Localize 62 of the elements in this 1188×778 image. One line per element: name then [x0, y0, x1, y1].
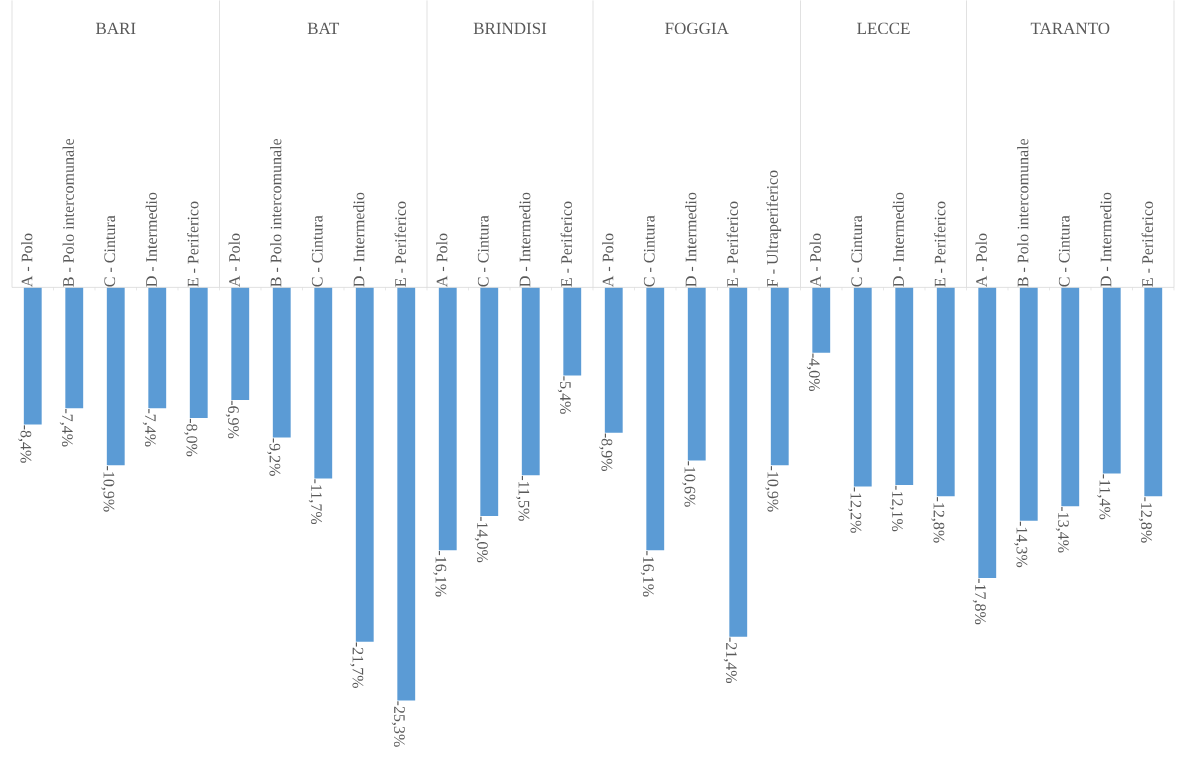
chart-title: BAT	[307, 22, 340, 34]
data-label: -8,9%	[599, 433, 613, 471]
chart-title: BRINDISI	[473, 22, 547, 34]
data-label: -16,1%	[433, 550, 447, 597]
data-label: -7,4%	[142, 408, 156, 447]
data-label: -11,7%	[308, 479, 322, 524]
data-label: -11,5%	[516, 475, 530, 521]
x-tick-label: A - Polo	[809, 233, 821, 287]
chart-title: BARI	[95, 22, 136, 34]
x-tick-label: B - Polo intercomunale	[270, 138, 282, 287]
x-tick-label: A - Polo	[436, 233, 448, 287]
x-tick-label: C - Cintura	[643, 215, 655, 287]
x-tick-label: D - Intermedio	[353, 192, 365, 287]
data-label: -7,4%	[59, 408, 73, 447]
data-label: -17,8%	[972, 578, 986, 625]
data-label: -8,4%	[18, 425, 32, 463]
data-label: -12,1%	[889, 485, 903, 532]
chart-title: LECCE	[857, 22, 910, 34]
x-tick-label: A - Polo	[975, 233, 987, 287]
x-tick-label: E - Periferico	[187, 201, 199, 287]
data-label: -12,2%	[848, 487, 862, 533]
x-tick-label: C - Cintura	[1058, 215, 1070, 287]
x-tick-label: E - Periferico	[394, 201, 406, 287]
x-tick-label: D - Intermedio	[519, 192, 531, 287]
x-tick-label: E - Periferico	[934, 201, 946, 287]
data-label: -5,4%	[557, 376, 571, 414]
data-label: -11,4%	[1097, 474, 1111, 520]
data-label: -16,1%	[640, 550, 654, 597]
x-tick-label: A - Polo	[21, 233, 33, 287]
x-tick-label: E - Periferico	[1141, 201, 1153, 287]
chart-title: TARANTO	[1030, 22, 1110, 34]
data-label: -10,6%	[682, 461, 696, 507]
x-tick-label: D - Intermedio	[685, 192, 697, 287]
x-tick-label: B - Polo intercomunale	[1017, 138, 1029, 287]
data-label: -12,8%	[1138, 496, 1152, 543]
x-tick-label: C - Cintura	[477, 215, 489, 287]
data-label: -9,2%	[267, 438, 281, 476]
x-tick-label: C - Cintura	[104, 215, 116, 287]
data-label: -13,4%	[1055, 506, 1069, 553]
data-label: -10,9%	[101, 465, 115, 512]
x-tick-label: A - Polo	[228, 233, 240, 287]
x-tick-label: D - Intermedio	[1100, 192, 1112, 287]
data-label: -8,0%	[184, 418, 198, 457]
data-label: -4,0%	[806, 353, 820, 391]
x-tick-label: C - Cintura	[311, 215, 323, 287]
chart-title: FOGGIA	[665, 22, 729, 34]
data-label: -14,0%	[474, 516, 488, 563]
x-tick-label: E - Periferico	[726, 201, 738, 287]
x-tick-label: E - Periferico	[560, 201, 572, 287]
data-label: -25,3%	[391, 701, 405, 747]
data-label: -6,9%	[225, 400, 239, 439]
x-tick-label: C - Cintura	[851, 215, 863, 287]
data-label: -10,9%	[765, 465, 779, 512]
data-label: -21,7%	[350, 642, 364, 688]
data-label: -21,4%	[723, 637, 737, 683]
x-tick-label: D - Intermedio	[892, 192, 904, 287]
x-tick-label: B - Polo intercomunale	[62, 138, 74, 287]
data-label: -14,3%	[1014, 521, 1028, 567]
x-tick-label: D - Intermedio	[145, 192, 157, 287]
x-tick-label: A - Polo	[602, 233, 614, 287]
x-tick-label: F - Ultraperiferico	[766, 170, 782, 287]
data-label: -12,8%	[931, 496, 945, 543]
